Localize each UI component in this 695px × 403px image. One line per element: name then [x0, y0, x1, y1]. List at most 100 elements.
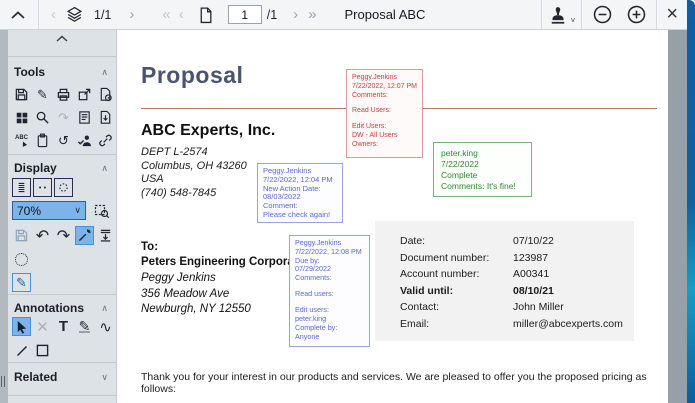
- next-layer-button[interactable]: ›: [129, 6, 135, 23]
- prev-page-button[interactable]: ‹: [178, 6, 184, 23]
- squiggle-icon: ∿: [99, 318, 112, 336]
- page-number-input[interactable]: [227, 5, 262, 24]
- line-icon: [16, 345, 27, 356]
- annotation-note-green[interactable]: peter.king 7/22/2022 Complete Comments: …: [433, 142, 532, 197]
- rectangle-annotation-button[interactable]: [33, 341, 52, 360]
- scroll-to-bottom-button[interactable]: [96, 226, 115, 245]
- zoom-in-icon: [627, 5, 646, 24]
- redo-button[interactable]: ↷: [54, 226, 73, 245]
- related-section-header[interactable]: Related ∨: [8, 370, 116, 384]
- edit-button[interactable]: ✎: [33, 85, 52, 104]
- print-button[interactable]: [54, 85, 73, 104]
- select-annotation-button[interactable]: [12, 317, 31, 336]
- pen-annotation-button[interactable]: ✎: [75, 317, 94, 336]
- layer-indicator: 1/1: [94, 7, 112, 22]
- text-annotation-button[interactable]: T: [54, 317, 73, 336]
- info-row-contact: Contact: John Miller: [400, 301, 564, 314]
- annotation-note-blue-2[interactable]: Peggy.Jenkins 7/22/2022, 12:08 PM Due by…: [289, 235, 370, 347]
- search-icon: [36, 111, 49, 124]
- fit-height-icon: [18, 182, 25, 193]
- chevron-up-icon: [56, 35, 68, 42]
- display-section-header[interactable]: Display ∧: [8, 161, 116, 175]
- chevron-up-icon: [11, 10, 25, 19]
- text-icon: T: [58, 318, 69, 335]
- fit-page-button[interactable]: [54, 178, 73, 197]
- stamp-button[interactable]: ˅: [548, 3, 575, 27]
- zoom-level-select[interactable]: 70% ∨: [12, 201, 86, 220]
- cursor-icon: [17, 320, 27, 334]
- tools-icon-row: ABC ▲ ↺: [12, 131, 115, 150]
- export-button[interactable]: [75, 85, 94, 104]
- save-view-button[interactable]: [12, 226, 31, 245]
- signature-approve-icon: [77, 135, 92, 147]
- last-page-button[interactable]: »: [308, 6, 317, 23]
- sidebar-divider: [8, 154, 116, 155]
- display-icon-row: [12, 178, 73, 197]
- history-button[interactable]: ↺: [54, 131, 73, 150]
- intro-paragraph: Thank you for your interest in our produ…: [141, 371, 647, 395]
- undo-button[interactable]: ↶: [33, 226, 52, 245]
- document-info-button[interactable]: [96, 85, 115, 104]
- related-section-title: Related: [14, 370, 58, 384]
- zoom-area-icon: [94, 204, 109, 218]
- layers-icon: [66, 6, 82, 22]
- recipient-label: To:: [141, 241, 159, 253]
- tools-section-header[interactable]: Tools ∧: [8, 65, 116, 79]
- fit-height-button[interactable]: [12, 178, 31, 197]
- chevron-down-icon: ∨: [74, 205, 81, 215]
- fit-page-icon: [59, 183, 68, 192]
- ink-edit-button[interactable]: ✎: [12, 273, 31, 292]
- fit-width-icon: [39, 186, 46, 189]
- grid-view-button[interactable]: [12, 108, 31, 127]
- search-button[interactable]: [33, 108, 52, 127]
- prev-layer-button[interactable]: ‹: [51, 6, 56, 23]
- first-page-button[interactable]: «: [162, 6, 171, 23]
- annotations-section-header[interactable]: Annotations ∧: [8, 301, 116, 315]
- search-again-button[interactable]: ↷: [54, 108, 73, 127]
- layers-button[interactable]: [62, 3, 86, 27]
- spellcheck-select-button[interactable]: ABC ▲: [12, 131, 31, 150]
- document-download-button[interactable]: [96, 108, 115, 127]
- fit-width-button[interactable]: [33, 178, 52, 197]
- freehand-annotation-button[interactable]: ∿: [96, 317, 115, 336]
- close-button[interactable]: ×: [666, 3, 678, 25]
- sidebar-divider: [8, 56, 116, 57]
- zoom-in-button[interactable]: [624, 3, 648, 27]
- info-row-date: Date: 07/10/22: [400, 235, 554, 248]
- document-list-button[interactable]: [75, 108, 94, 127]
- rectangle-icon: [36, 344, 49, 357]
- save-icon: [15, 88, 28, 101]
- next-page-button[interactable]: ›: [293, 6, 299, 23]
- link-button[interactable]: [96, 131, 115, 150]
- page-button[interactable]: [194, 3, 218, 27]
- document-page: Proposal ABC Experts, Inc. DEPT L-2574 C…: [118, 30, 668, 403]
- collapse-toolbar-button[interactable]: [6, 3, 30, 27]
- approve-button[interactable]: [75, 131, 94, 150]
- magic-wand-button[interactable]: [75, 226, 94, 245]
- line-annotation-button[interactable]: [12, 341, 31, 360]
- page-total-label: /1: [266, 7, 278, 22]
- annotation-note-blue-1[interactable]: Peggy.Jenkins 7/22/2022, 12:04 PM New Ac…: [257, 163, 343, 223]
- clipboard-icon: [37, 133, 48, 148]
- document-info-panel: Date: 07/10/22 Document number: 123987 A…: [375, 221, 634, 341]
- panel-resize-strip: [0, 30, 8, 403]
- recipient-block: To: Peters Engineering Corporation Peggy…: [141, 241, 315, 318]
- panel-resize-grip[interactable]: [1, 376, 7, 387]
- x-delete-icon: ✕: [36, 318, 49, 336]
- zoom-out-button[interactable]: [590, 3, 614, 27]
- save-button[interactable]: [12, 85, 31, 104]
- sender-address: DEPT L-2574 Columbus, OH 43260 USA (740)…: [141, 146, 247, 199]
- document-list-icon: [79, 111, 90, 124]
- select-region-button[interactable]: [12, 250, 31, 269]
- delete-annotation-button[interactable]: ✕: [33, 317, 52, 336]
- info-row-valid-until: Valid until: 08/10/21: [400, 284, 554, 297]
- clipboard-button[interactable]: [33, 131, 52, 150]
- sidebar-divider: [8, 294, 116, 295]
- sidebar-collapse-button[interactable]: [8, 33, 116, 45]
- chevron-up-icon: ∧: [101, 66, 108, 77]
- zoom-area-button[interactable]: [92, 201, 111, 220]
- annotation-note-red[interactable]: Peggy.Jenkins 7/22/2022, 12:07 PM Commen…: [346, 69, 423, 158]
- display-section-title: Display: [14, 161, 57, 175]
- pen-icon: ✎: [78, 318, 91, 334]
